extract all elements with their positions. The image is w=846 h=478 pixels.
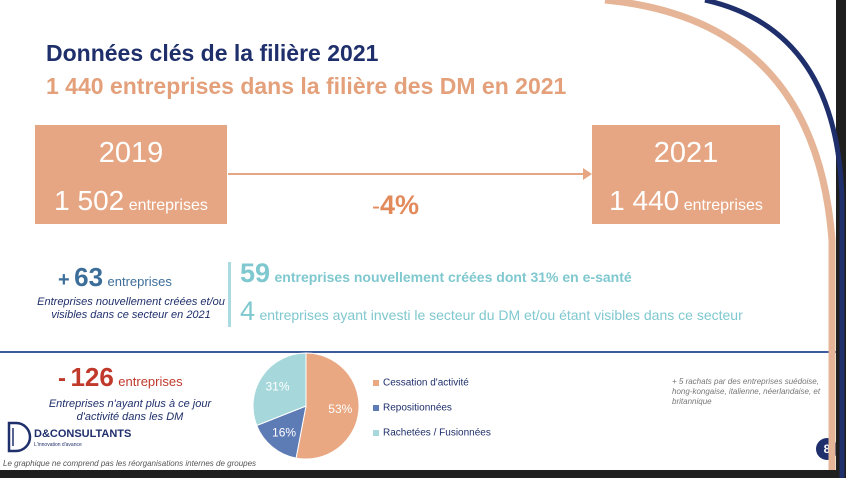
box-2021-year: 2021: [653, 137, 719, 169]
pie-slice-0: [295, 352, 360, 460]
page-number: 8: [816, 438, 836, 460]
box-2021: 2021 1 440 entreprises: [592, 125, 780, 224]
pie-slice-1: [256, 405, 307, 459]
box-2019-year: 2019: [98, 137, 164, 169]
legend-label-rachetees: Rachetées / Fusionnées: [383, 427, 491, 439]
teal-divider: [228, 262, 231, 327]
loss-count: 126: [70, 362, 114, 392]
window-right-edge: [836, 0, 846, 478]
legend-label-cessation: Cessation d'activité: [383, 377, 469, 389]
box-2021-count: 1 440 entreprises: [592, 185, 780, 217]
change-percent: -4%: [372, 190, 419, 221]
invested-line: 4 entreprises ayant investi le secteur d…: [240, 296, 743, 327]
logo-icon: [7, 421, 32, 453]
box-2019-unit: entreprises: [128, 197, 208, 214]
gain-description: Entreprises nouvellement créées et/ou vi…: [37, 296, 225, 321]
new-companies-line: 59 entreprises nouvellement créées dont …: [240, 258, 632, 289]
pie-slice-2: [252, 352, 307, 427]
change-sign: -: [372, 193, 380, 220]
arrow-head-icon: [583, 168, 592, 180]
legend-label-repositionnees: Repositionnées: [383, 402, 452, 414]
acquisitions-note: + 5 rachats par des entreprises suédoise…: [672, 377, 821, 406]
loss-headline: - 126 entreprises: [58, 362, 183, 393]
legend-item-rachetees: Rachetées / Fusionnées: [373, 424, 491, 442]
new-companies-count: 59: [240, 258, 271, 288]
change-value: 4%: [380, 190, 420, 220]
gain-headline: + 63 entreprises: [58, 262, 172, 293]
box-2019-number: 1 502: [54, 185, 125, 216]
loss-unit: entreprises: [118, 374, 183, 389]
footnote: Le graphique ne comprend pas les réorgan…: [3, 459, 257, 468]
box-2021-unit: entreprises: [683, 197, 763, 214]
logo-name: D&CONSULTANTS: [34, 428, 132, 440]
arrow-line: [228, 173, 583, 175]
legend-swatch-repositionnees: [373, 404, 379, 411]
gain-unit: entreprises: [107, 274, 172, 289]
invested-count: 4: [240, 296, 256, 326]
gain-sign: +: [58, 269, 70, 291]
pie-label-2: 31%: [265, 380, 289, 394]
pie-chart: 53% 16% 31%: [252, 352, 360, 460]
slide-subtitle: 1 440 entreprises dans la filière des DM…: [46, 73, 567, 99]
legend-item-cessation: Cessation d'activité: [373, 374, 469, 392]
box-2019-count: 1 502 entreprises: [35, 185, 227, 217]
new-companies-text: entreprises nouvellement créées dont 31%…: [274, 269, 632, 285]
box-2019: 2019 1 502 entreprises: [35, 125, 227, 224]
box-2021-number: 1 440: [609, 185, 680, 216]
legend-item-repositionnees: Repositionnées: [373, 399, 452, 417]
logo-tagline: L'innovation d'avance: [34, 442, 82, 448]
gain-count: 63: [74, 262, 104, 292]
loss-sign: -: [58, 365, 66, 392]
window-bottom-edge: [0, 470, 846, 478]
legend-swatch-cessation: [373, 379, 379, 386]
legend-swatch-rachetees: [373, 429, 379, 436]
section-divider: [0, 351, 836, 353]
loss-description: Entreprises n'ayant plus à ce jour d'act…: [48, 398, 212, 423]
pie-label-1: 16%: [272, 426, 296, 440]
pie-label-0: 53%: [328, 402, 352, 416]
slide: Données clés de la filière 2021 1 440 en…: [0, 0, 836, 470]
slide-title: Données clés de la filière 2021: [46, 40, 379, 66]
invested-text: entreprises ayant investi le secteur du …: [259, 307, 743, 323]
